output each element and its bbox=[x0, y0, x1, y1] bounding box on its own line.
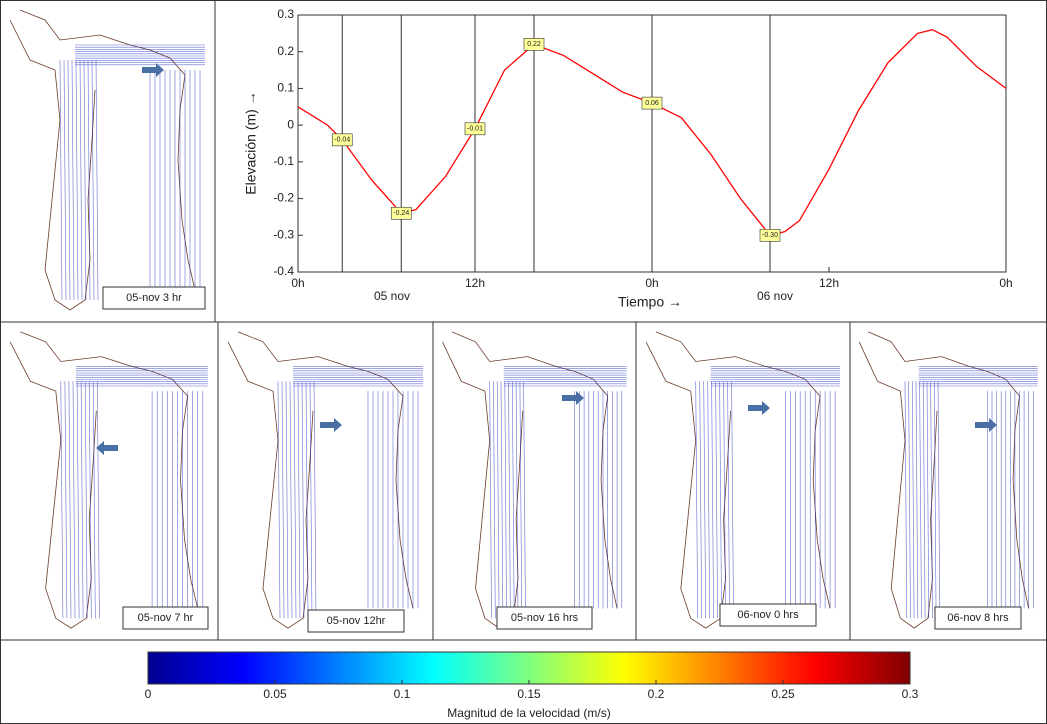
y-axis-label: Elevación (m) → bbox=[243, 91, 259, 194]
flow-arrow bbox=[562, 391, 584, 405]
panel-label-box bbox=[934, 606, 1022, 630]
date-label: 05 nov bbox=[374, 289, 410, 303]
date-label: 06 nov bbox=[757, 289, 793, 303]
colorbar-tick-label: 0.25 bbox=[771, 687, 795, 701]
panel-label-box bbox=[102, 286, 206, 310]
panel-label-box bbox=[496, 606, 593, 630]
colorbar-tick-label: 0.2 bbox=[648, 687, 665, 701]
x-tick-label: 0h bbox=[291, 276, 304, 290]
panel-label-box bbox=[122, 606, 209, 630]
coastline bbox=[442, 341, 524, 629]
panel-label: 05-nov 7 hr bbox=[138, 612, 194, 624]
panel-label: 06-nov 8 hrs bbox=[947, 612, 1009, 624]
value-label-box bbox=[390, 206, 412, 220]
flow-arrow bbox=[320, 418, 342, 432]
value-label-box bbox=[641, 96, 663, 110]
coastline bbox=[645, 341, 731, 629]
velocity-field bbox=[489, 366, 627, 619]
coastline bbox=[20, 331, 199, 609]
velocity-field bbox=[695, 366, 840, 619]
y-tick-label: -0.3 bbox=[273, 227, 294, 241]
y-tick-label: -0.1 bbox=[273, 154, 294, 168]
coastline bbox=[868, 331, 1030, 609]
panel-label-box bbox=[307, 609, 405, 633]
coastline bbox=[9, 19, 96, 311]
flow-arrow bbox=[975, 418, 997, 432]
coastline bbox=[9, 341, 97, 629]
colorbar-tick-label: 0.1 bbox=[394, 687, 411, 701]
colorbar-tick-label: 0.15 bbox=[517, 687, 541, 701]
y-tick-label: 0.1 bbox=[277, 81, 294, 95]
value-label-box bbox=[759, 228, 781, 242]
value-label: -0.01 bbox=[467, 126, 483, 133]
x-tick-label: 12h bbox=[819, 276, 839, 290]
x-tick-label: 12h bbox=[465, 276, 485, 290]
colorbar-tick-label: 0.05 bbox=[263, 687, 287, 701]
velocity-field bbox=[904, 366, 1038, 619]
coastline bbox=[655, 331, 831, 609]
coastline bbox=[227, 341, 314, 629]
y-tick-label: -0.2 bbox=[273, 191, 294, 205]
value-label-box bbox=[464, 122, 486, 136]
colorbar-title: Magnitud de la velocidad (m/s) bbox=[447, 706, 610, 720]
colorbar-tick-label: 0 bbox=[145, 687, 152, 701]
flow-arrow bbox=[748, 401, 770, 415]
y-tick-label: 0.3 bbox=[277, 7, 294, 21]
colorbar-tick-label: 0.3 bbox=[902, 687, 919, 701]
velocity-field bbox=[60, 366, 208, 619]
y-tick-label: 0.2 bbox=[277, 44, 294, 58]
coastline bbox=[237, 331, 414, 609]
x-axis-label: Tiempo → bbox=[618, 294, 682, 310]
velocity-field bbox=[277, 366, 423, 619]
flow-arrow bbox=[96, 441, 118, 455]
value-label: -0.24 bbox=[393, 210, 409, 217]
value-label: -0.30 bbox=[762, 232, 778, 239]
coastline bbox=[858, 341, 938, 629]
value-label-box bbox=[331, 133, 353, 147]
value-label: -0.04 bbox=[334, 137, 350, 144]
panel-label-box bbox=[719, 603, 817, 627]
coastline bbox=[451, 331, 618, 609]
value-label: 0.06 bbox=[645, 100, 659, 107]
value-label-box bbox=[523, 38, 545, 51]
panel-label: 06-nov 0 hrs bbox=[737, 609, 799, 621]
value-label: 0.22 bbox=[527, 41, 541, 48]
colorbar bbox=[147, 651, 911, 685]
panel-label: 05-nov 16 hrs bbox=[511, 612, 579, 624]
x-tick-label: 0h bbox=[645, 276, 658, 290]
y-tick-label: -0.4 bbox=[273, 264, 294, 278]
panel-label: 05-nov 3 hr bbox=[126, 292, 182, 304]
x-tick-label: 0h bbox=[999, 276, 1012, 290]
y-tick-label: 0 bbox=[287, 117, 294, 131]
velocity-field bbox=[59, 44, 205, 301]
flow-arrow bbox=[142, 63, 164, 77]
coastline bbox=[19, 9, 196, 291]
panel-label: 05-nov 12hr bbox=[327, 615, 386, 627]
